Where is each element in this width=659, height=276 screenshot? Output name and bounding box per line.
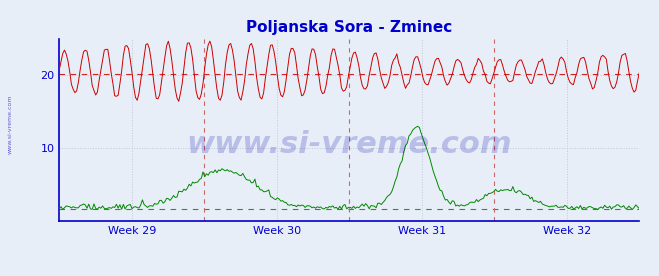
Text: www.si-vreme.com: www.si-vreme.com xyxy=(186,130,512,159)
Title: Poljanska Sora - Zminec: Poljanska Sora - Zminec xyxy=(246,20,452,35)
Text: www.si-vreme.com: www.si-vreme.com xyxy=(8,94,13,154)
